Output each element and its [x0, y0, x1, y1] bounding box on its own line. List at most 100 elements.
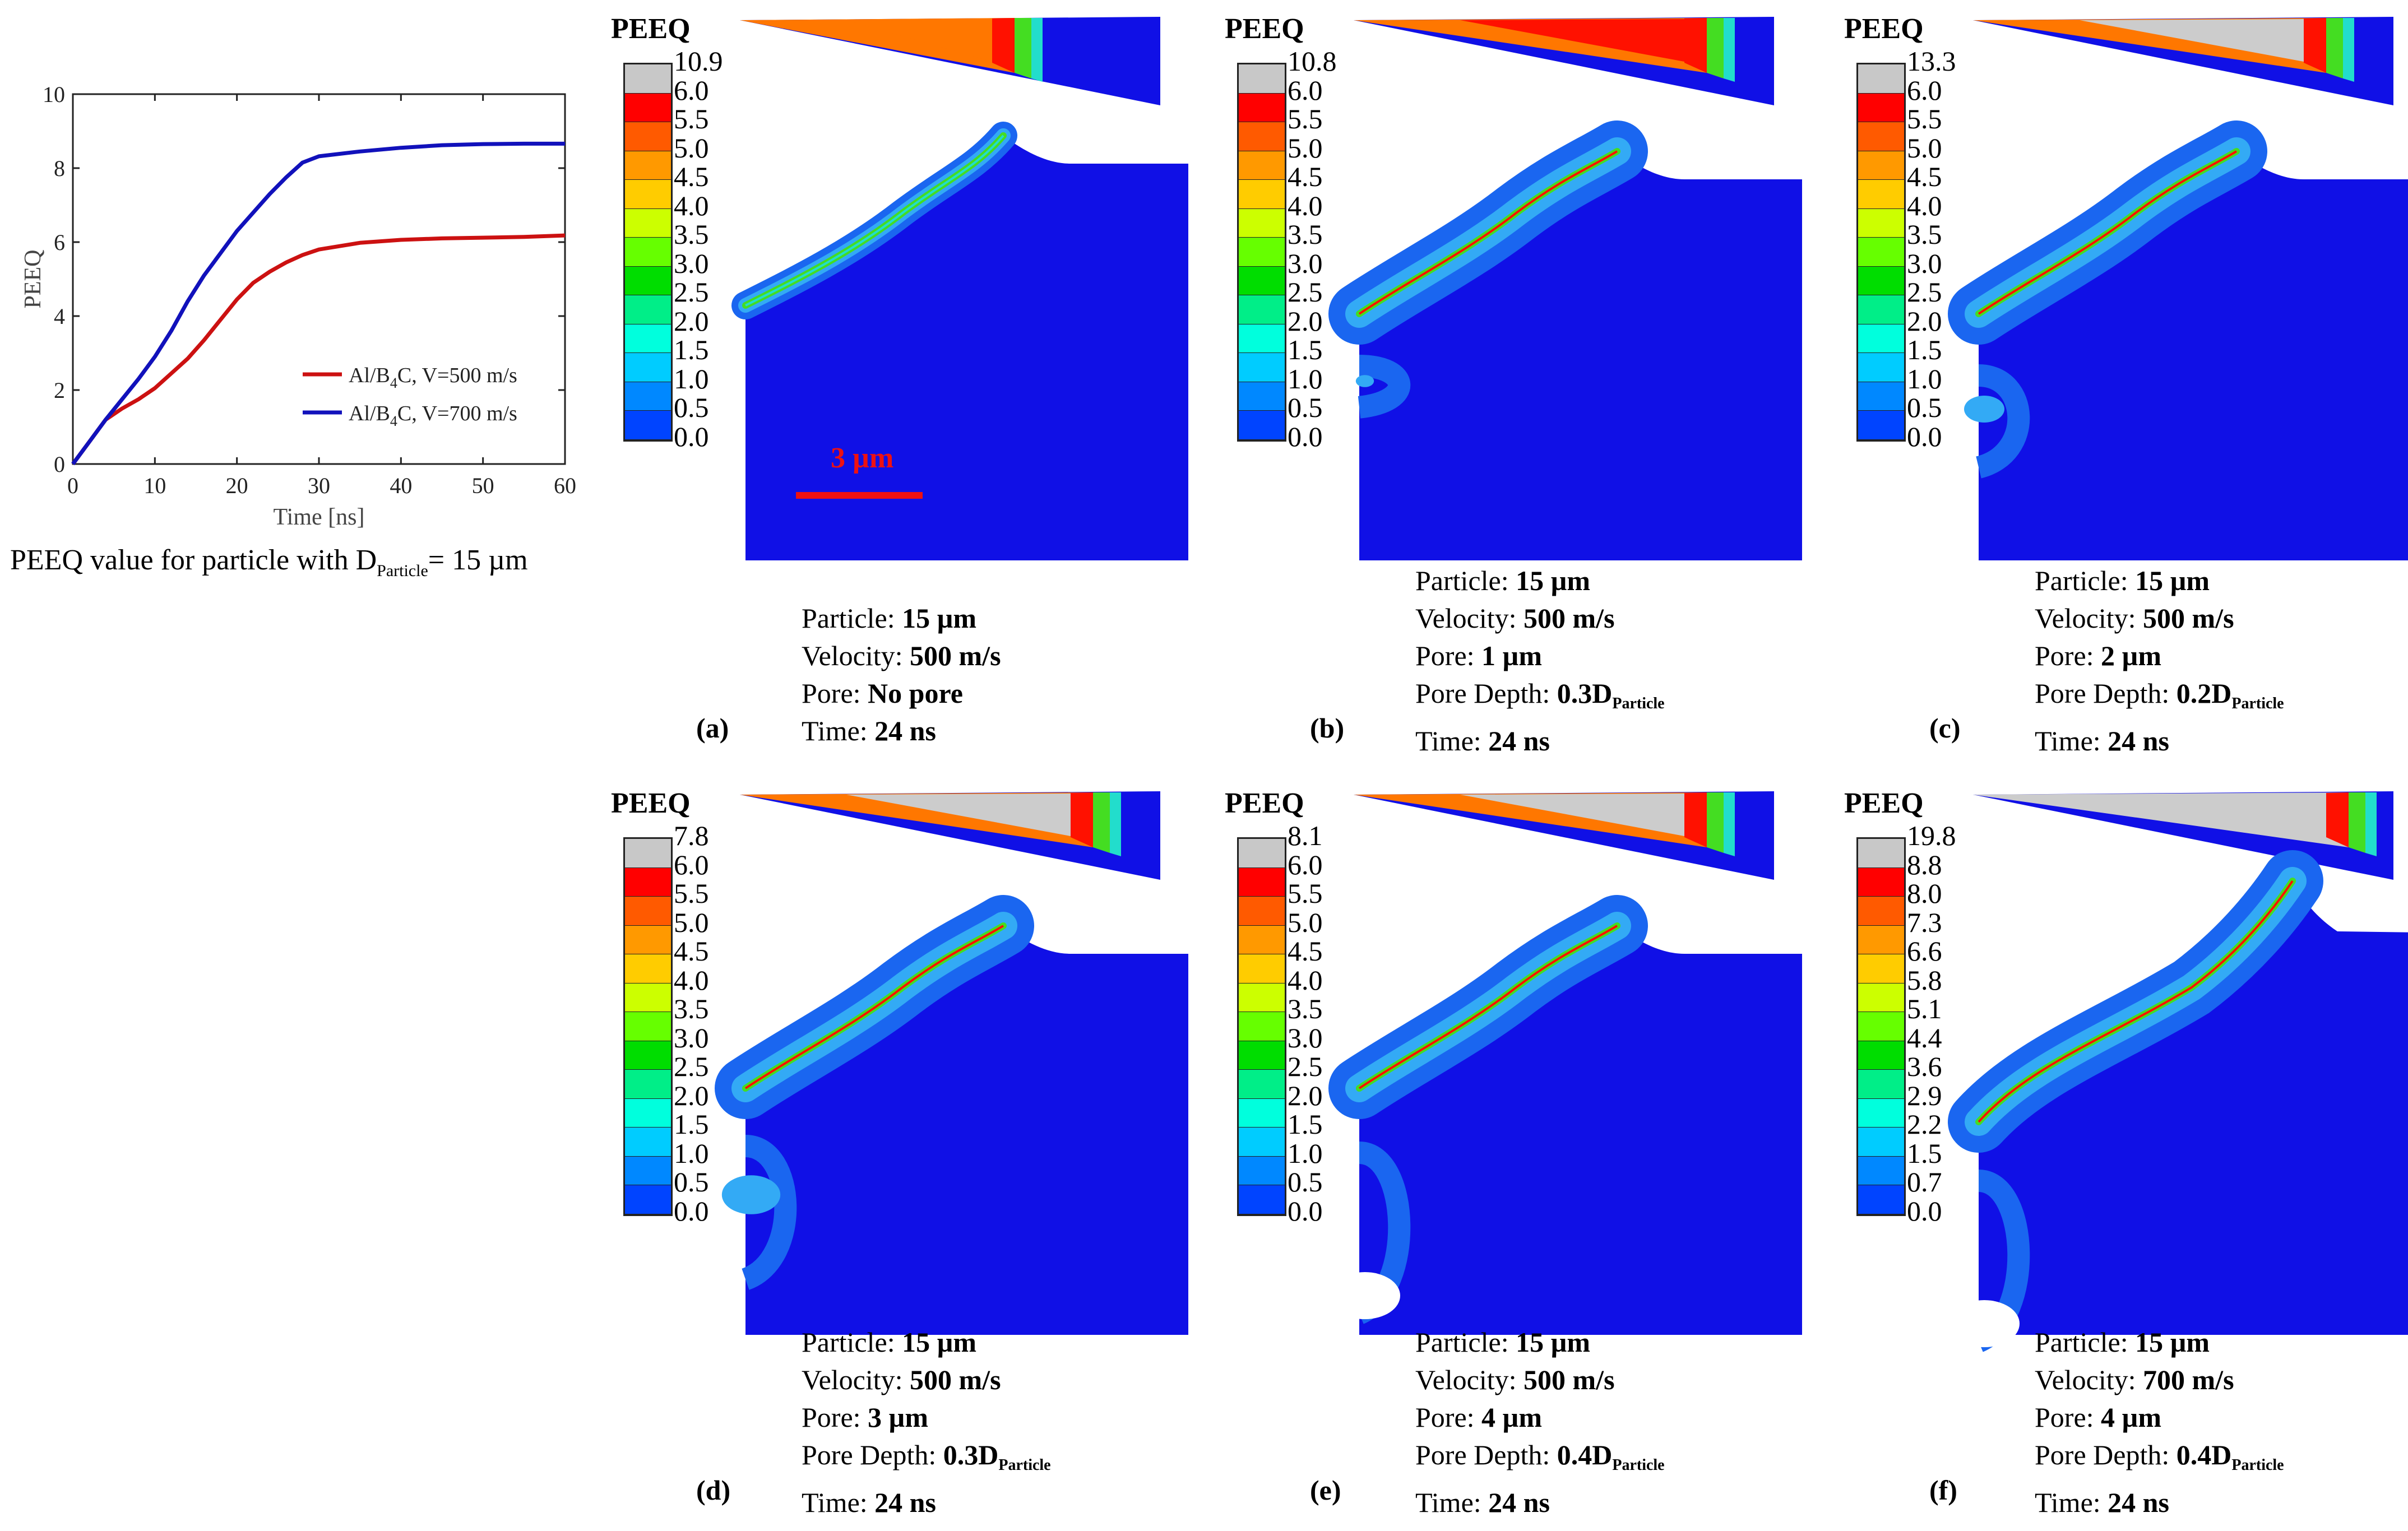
- colorbar-labels: 8.1 6.0 5.5 5.0 4.5 4.0 3.5 3.0 2.5 2.0 1.5 1.0 0.5 0…: [1288, 821, 1323, 1227]
- colorbar-segment: [625, 983, 671, 1012]
- colorbar-label: 3.5: [674, 993, 709, 1024]
- colorbar-label: 13.3: [1907, 45, 1956, 77]
- colorbar-segment: [625, 1098, 671, 1128]
- y-tick-label: 2: [54, 378, 65, 403]
- colorbar-label: 4.5: [1907, 161, 1942, 192]
- particle-edge-green: [2326, 18, 2343, 78]
- parameter-line: Particle: 15 µm: [1415, 1324, 1665, 1361]
- parameters-block: Particle: 15 µm Velocity: 500 m/s Pore: No…: [802, 600, 1001, 750]
- panel-letter: (b): [1310, 712, 1345, 744]
- colorbar-label: 6.0: [1907, 74, 1942, 106]
- simulation-image: [1948, 791, 2408, 1352]
- parameter-value: 1 µm: [1481, 640, 1543, 671]
- substrate: [1359, 151, 1802, 560]
- parameter-label: Pore Depth:: [1415, 1439, 1557, 1470]
- x-tick-label: 50: [472, 473, 494, 498]
- x-tick-label: 20: [226, 473, 248, 498]
- colorbar-segment: [625, 353, 671, 382]
- particle-edge-green: [2349, 792, 2365, 853]
- particle-edge-red: [2326, 792, 2349, 847]
- panel-letter: (d): [696, 1474, 731, 1506]
- particle-edge-green: [1093, 792, 1110, 853]
- colorbar-label: 3.0: [674, 1022, 709, 1054]
- colorbar-segment: [1239, 839, 1285, 868]
- colorbar-label: 0.5: [1288, 1166, 1323, 1198]
- colorbar-label: 7.3: [1907, 906, 1942, 938]
- series-line-2: [71, 141, 565, 466]
- particle-edge-green: [1707, 18, 1724, 78]
- colorbar-labels: 10.8 6.0 5.5 5.0 4.5 4.0 3.5 3.0 2.5 2.0 1.5 1.0 0.5…: [1288, 47, 1337, 451]
- colorbar-segment: [1239, 411, 1285, 440]
- colorbar-segment: [1858, 983, 1904, 1012]
- parameter-value: 700 m/s: [2143, 1364, 2234, 1395]
- colorbar-label: 6.0: [674, 74, 709, 106]
- simulation-image: [731, 17, 1188, 560]
- colorbar-segment: [1858, 122, 1904, 151]
- colorbar-label: 3.6: [1907, 1051, 1942, 1082]
- colorbar-segment: [1239, 180, 1285, 209]
- colorbar-segment: [1239, 382, 1285, 411]
- particle-edge-green: [1707, 792, 1724, 853]
- simulation-image: [1328, 17, 1802, 560]
- parameter-label: Time:: [802, 1487, 875, 1518]
- parameter-line: Time: 24 ns: [2035, 1484, 2284, 1521]
- colorbar-segment: [1858, 1012, 1904, 1041]
- colorbar-label: 3.0: [1288, 247, 1323, 279]
- colorbar-segment: [1239, 867, 1285, 897]
- parameter-value: 500 m/s: [910, 640, 1001, 671]
- parameter-line: Pore: 4 µm: [2035, 1399, 2284, 1436]
- colorbar-label: 19.8: [1907, 820, 1956, 851]
- colorbar-segment: [1239, 1041, 1285, 1070]
- colorbar-labels: 13.3 6.0 5.5 5.0 4.5 4.0 3.5 3.0 2.5 2.0 1.5 1.0 0.5…: [1907, 47, 1956, 451]
- panel-letter: (a): [696, 712, 729, 744]
- colorbar-segment: [1858, 925, 1904, 954]
- parameter-line: Velocity: 500 m/s: [2035, 600, 2284, 637]
- y-tick-label: 4: [54, 304, 65, 329]
- colorbar-segment: [625, 93, 671, 122]
- parameter-line: Pore Depth: 0.4DParticle: [2035, 1436, 2284, 1484]
- colorbar-label: 0.0: [1288, 1195, 1323, 1227]
- colorbar-label: 4.0: [674, 189, 709, 221]
- colorbar-labels: 19.8 8.8 8.0 7.3 6.6 5.8 5.1 4.4 3.6 2.9 2.2 1.5 0.7…: [1907, 820, 1956, 1226]
- colorbar-label: 5.0: [674, 132, 709, 164]
- y-tick-label: 8: [54, 156, 65, 181]
- colorbar-segment: [1858, 180, 1904, 209]
- surface-layer: [1978, 880, 2294, 1123]
- parameter-line: Particle: 15 µm: [1415, 562, 1665, 600]
- colorbar-label: 3.0: [1907, 247, 1942, 279]
- parameter-label: Velocity:: [2035, 1364, 2143, 1395]
- colorbar-title: PEEQ: [611, 787, 691, 819]
- parameter-label: Particle:: [2035, 1326, 2136, 1358]
- colorbar-label: 3.0: [1288, 1022, 1323, 1054]
- parameter-line: Time: 24 ns: [2035, 722, 2284, 760]
- colorbar-label: 0.5: [1288, 392, 1323, 423]
- parameter-label: Velocity:: [802, 640, 910, 671]
- colorbar-segment: [1239, 122, 1285, 151]
- colorbar-segment: [1858, 238, 1904, 267]
- colorbar-label: 5.1: [1907, 993, 1942, 1024]
- colorbar-segment: [1239, 983, 1285, 1012]
- panel-letter: (c): [1929, 712, 1961, 744]
- colorbar-segment: [1239, 295, 1285, 324]
- parameter-line: Pore Depth: 0.3DParticle: [1415, 675, 1665, 722]
- parameter-line: Pore Depth: 0.2DParticle: [2035, 675, 2284, 722]
- series-line-1: [71, 233, 566, 466]
- substrate: [1359, 926, 1802, 1335]
- colorbar-segment: [1239, 1012, 1285, 1041]
- particle-edge-cyan: [2365, 792, 2377, 856]
- colorbar-segment: [1858, 411, 1904, 440]
- colorbar-label: 5.5: [674, 103, 709, 134]
- colorbar: [1237, 63, 1286, 442]
- y-tick-label: 0: [54, 452, 65, 477]
- colorbar-segment: [625, 180, 671, 209]
- colorbar-label: 0.0: [674, 1195, 709, 1227]
- parameter-value: 24 ns: [1488, 1487, 1550, 1518]
- parameter-line: Particle: 15 µm: [2035, 562, 2284, 600]
- colorbar-label: 5.5: [1288, 103, 1323, 134]
- simulation-image: [1328, 791, 1802, 1335]
- colorbar-title: PEEQ: [1225, 787, 1304, 819]
- x-axis-label: Time [ns]: [274, 504, 365, 530]
- parameter-value: 24 ns: [2108, 1487, 2169, 1518]
- colorbar-segment: [1239, 353, 1285, 382]
- colorbar-segment: [1239, 1070, 1285, 1099]
